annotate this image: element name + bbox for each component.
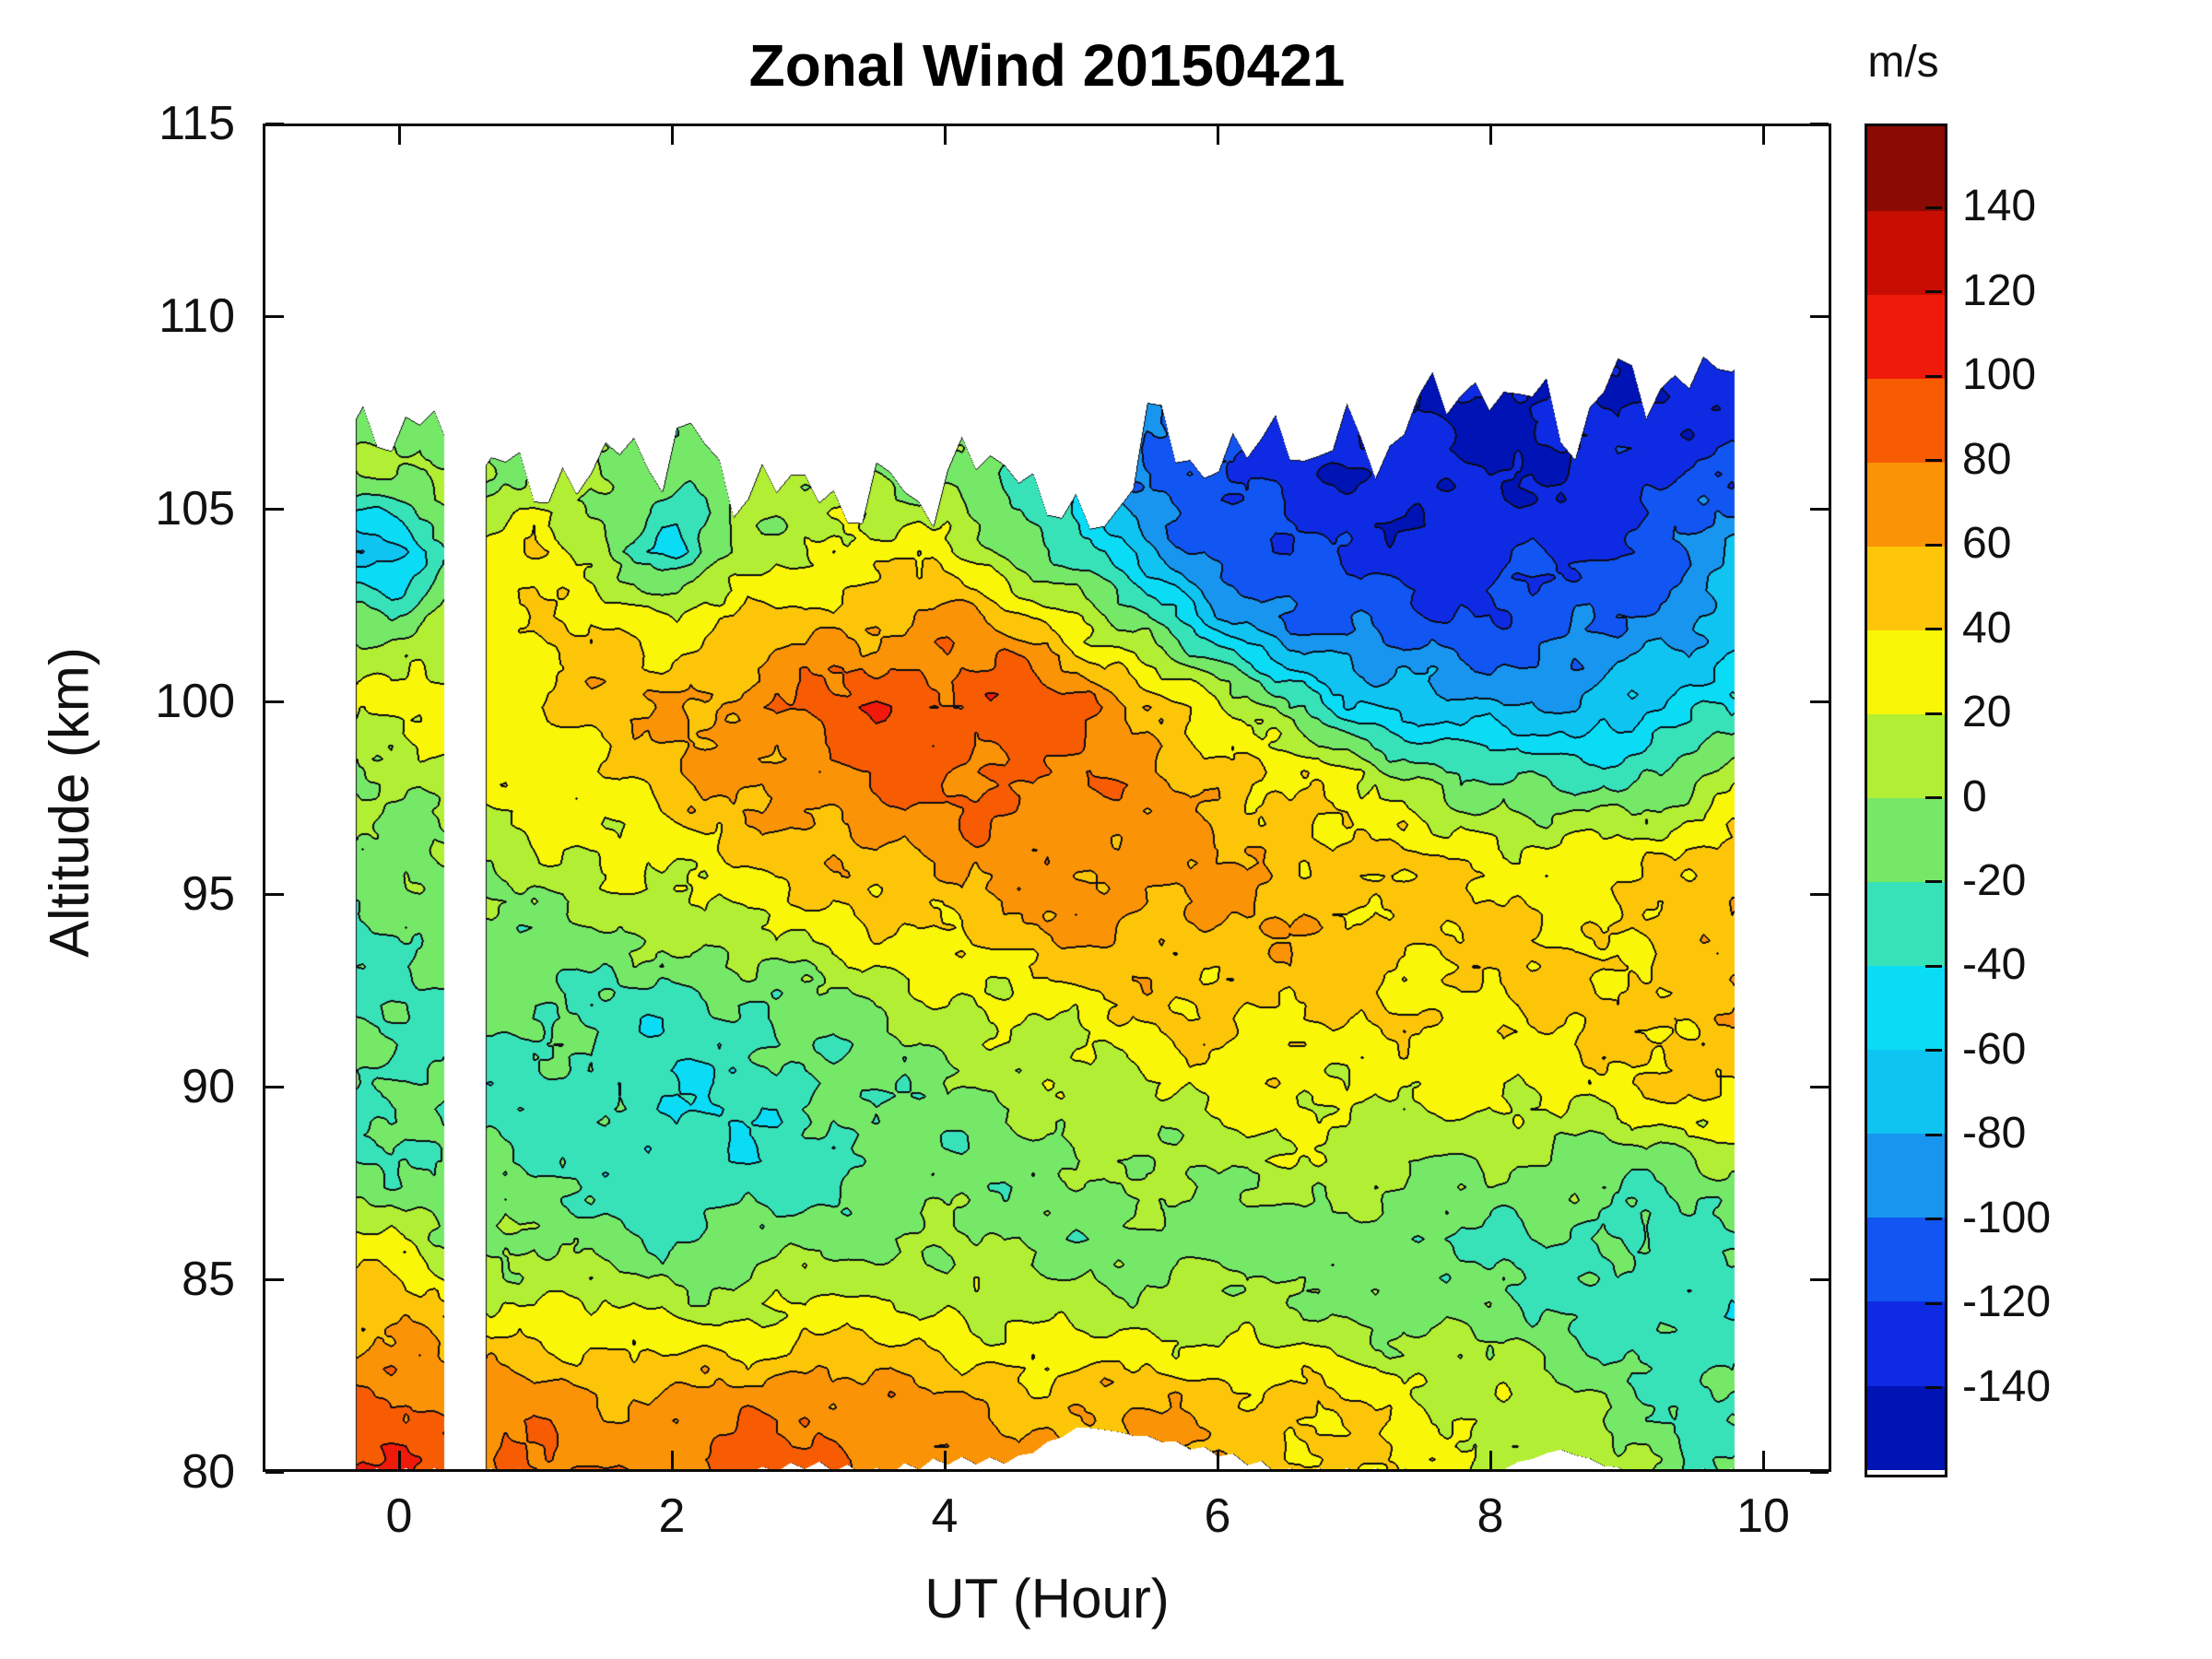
y-axis-label: Altitude (km) <box>38 647 100 958</box>
x-tick-mark <box>1761 126 1765 145</box>
colorbar-tick-mark <box>1925 1049 1942 1053</box>
colorbar-tick-mark <box>1925 712 1942 715</box>
y-tick-mark <box>1810 314 1829 318</box>
colorbar-band <box>1867 1049 1945 1135</box>
x-tick-mark <box>943 126 947 145</box>
colorbar-tick-label: 20 <box>1962 688 2012 737</box>
x-tick-label: 0 <box>385 1489 413 1543</box>
y-tick-mark <box>265 122 284 125</box>
colorbar-band <box>1867 462 1945 547</box>
x-tick-mark <box>670 1451 674 1469</box>
colorbar-tick-label: -100 <box>1962 1193 2052 1242</box>
colorbar-tick-label: -40 <box>1962 940 2027 990</box>
colorbar-tick-mark <box>1925 1133 1942 1136</box>
x-tick-mark <box>1761 1451 1765 1469</box>
x-tick-mark <box>397 126 401 145</box>
colorbar-band <box>1867 378 1945 463</box>
colorbar-tick-label: -60 <box>1962 1024 2027 1074</box>
x-tick-label: 10 <box>1736 1489 1790 1543</box>
x-tick-label: 6 <box>1204 1489 1231 1543</box>
x-tick-label: 8 <box>1477 1489 1504 1543</box>
colorbar-band <box>1867 1300 1945 1386</box>
y-tick-mark <box>265 1277 284 1281</box>
colorbar-tick-label: 140 <box>1962 182 2037 231</box>
colorbar-tick-label: 120 <box>1962 265 2037 315</box>
y-tick-mark <box>265 700 284 703</box>
colorbar-tick-label: 0 <box>1962 771 1987 821</box>
colorbar-tick-mark <box>1925 290 1942 294</box>
colorbar-tick-label: 60 <box>1962 519 2012 569</box>
plot-frame <box>263 124 1831 1472</box>
y-tick-mark <box>1810 892 1829 896</box>
colorbar-unit-label: m/s <box>1867 38 1939 87</box>
y-tick-mark <box>1810 700 1829 703</box>
y-tick-label: 110 <box>159 289 235 343</box>
colorbar-tick-mark <box>1925 628 1942 631</box>
x-tick-mark <box>1216 1451 1219 1469</box>
y-tick-mark <box>265 507 284 511</box>
colorbar-band <box>1867 294 1945 379</box>
colorbar-tick-mark <box>1925 796 1942 799</box>
colorbar-band <box>1867 126 1945 211</box>
x-tick-label: 2 <box>658 1489 686 1543</box>
colorbar-band <box>1867 1133 1945 1218</box>
y-tick-mark <box>265 892 284 896</box>
y-tick-label: 105 <box>155 482 235 535</box>
y-tick-label: 80 <box>182 1445 235 1499</box>
colorbar-band <box>1867 629 1945 715</box>
colorbar-tick-label: -20 <box>1962 855 2027 905</box>
colorbar-tick-mark <box>1925 374 1942 378</box>
x-tick-mark <box>1216 126 1219 145</box>
colorbar-band <box>1867 546 1945 630</box>
x-tick-mark <box>943 1451 947 1469</box>
y-tick-label: 100 <box>155 675 235 728</box>
contour-canvas <box>263 124 1831 1472</box>
y-tick-mark <box>1810 1470 1829 1474</box>
colorbar-tick-mark <box>1925 1301 1942 1305</box>
y-tick-mark <box>265 1085 284 1088</box>
colorbar-tick-label: 40 <box>1962 603 2012 653</box>
x-tick-mark <box>1488 1451 1492 1469</box>
colorbar-tick-mark <box>1925 964 1942 968</box>
y-tick-label: 90 <box>182 1060 235 1113</box>
x-tick-mark <box>1488 126 1492 145</box>
colorbar-tick-label: -120 <box>1962 1277 2052 1327</box>
colorbar-tick-mark <box>1925 459 1942 463</box>
colorbar-tick-label: -80 <box>1962 1109 2027 1159</box>
x-tick-label: 4 <box>931 1489 959 1543</box>
x-axis-label: UT (Hour) <box>924 1568 1170 1630</box>
colorbar-band <box>1867 210 1945 295</box>
colorbar-tick-mark <box>1925 1386 1942 1390</box>
colorbar <box>1865 124 1947 1477</box>
colorbar-band <box>1867 1217 1945 1302</box>
colorbar-tick-mark <box>1925 1218 1942 1221</box>
colorbar-band <box>1867 1384 1945 1470</box>
colorbar-tick-label: -140 <box>1962 1361 2052 1411</box>
y-tick-mark <box>1810 507 1829 511</box>
y-tick-mark <box>1810 1085 1829 1088</box>
y-tick-label: 95 <box>182 867 235 921</box>
y-tick-label: 115 <box>159 97 235 150</box>
colorbar-tick-label: 100 <box>1962 350 2037 400</box>
colorbar-band <box>1867 881 1945 967</box>
plot-area <box>263 124 1831 1472</box>
y-tick-mark <box>265 314 284 318</box>
chart-title: Zonal Wind 20150421 <box>748 32 1346 99</box>
colorbar-tick-mark <box>1925 543 1942 547</box>
x-tick-mark <box>670 126 674 145</box>
y-tick-mark <box>1810 1277 1829 1281</box>
y-tick-mark <box>1810 122 1829 125</box>
colorbar-tick-mark <box>1925 206 1942 209</box>
colorbar-band <box>1867 713 1945 799</box>
x-tick-mark <box>397 1451 401 1469</box>
colorbar-tick-mark <box>1925 880 1942 884</box>
y-tick-mark <box>265 1470 284 1474</box>
colorbar-band <box>1867 965 1945 1051</box>
colorbar-tick-label: 80 <box>1962 434 2012 484</box>
colorbar-band <box>1867 797 1945 883</box>
y-tick-label: 85 <box>182 1253 235 1306</box>
